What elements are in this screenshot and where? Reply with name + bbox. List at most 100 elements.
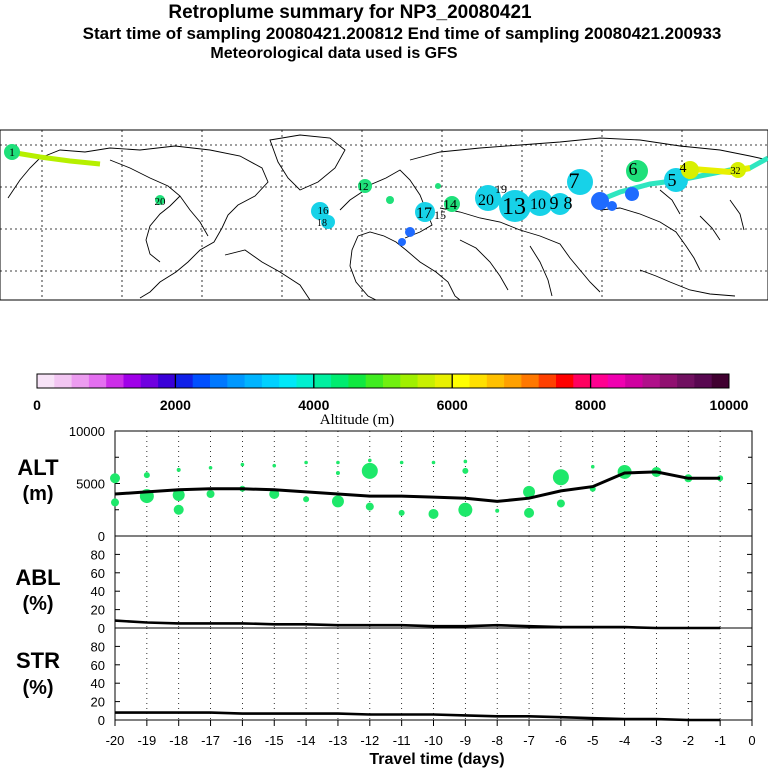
str-y-tick-label: 20 bbox=[91, 695, 105, 710]
colorbar-cell bbox=[331, 374, 349, 388]
plume-day-label: 20 bbox=[155, 196, 167, 208]
colorbar-cell bbox=[556, 374, 574, 388]
abl-y-tick-label: 0 bbox=[98, 621, 105, 636]
colorbar-cell bbox=[400, 374, 419, 388]
alt-y-tick-label: 10000 bbox=[69, 424, 105, 439]
colorbar-cell bbox=[296, 374, 315, 388]
plume-circle bbox=[527, 190, 553, 216]
str-panel: 80 60 40 20 0 bbox=[91, 627, 753, 728]
colorbar-cell bbox=[123, 374, 142, 388]
alt-scatter-point bbox=[463, 459, 468, 464]
colorbar-cell bbox=[365, 374, 384, 388]
x-tick-label: -11 bbox=[393, 733, 411, 748]
colorbar-cell bbox=[54, 374, 73, 388]
plume-circle bbox=[386, 196, 394, 204]
x-tick-label: -16 bbox=[233, 733, 252, 748]
plume-circle bbox=[398, 238, 406, 246]
alt-scatter-point bbox=[462, 467, 469, 474]
plume-circle bbox=[475, 185, 501, 211]
x-tick-label: -4 bbox=[619, 733, 631, 748]
alt-scatter-point bbox=[335, 471, 340, 475]
plume-circle bbox=[730, 162, 746, 178]
colorbar-cell bbox=[677, 374, 695, 388]
plume-circle bbox=[626, 160, 648, 182]
x-tick-label: -6 bbox=[555, 733, 567, 748]
colorbar-cell bbox=[88, 374, 107, 388]
colorbar-cell bbox=[37, 374, 55, 388]
coastlines bbox=[7, 134, 768, 301]
alt-scatter-point bbox=[398, 509, 405, 516]
alt-scatter-point bbox=[172, 489, 185, 502]
colorbar-cell bbox=[434, 374, 453, 388]
x-tick-label: -20 bbox=[106, 733, 125, 748]
x-tick-label: -8 bbox=[491, 733, 503, 748]
plume-circle bbox=[591, 192, 609, 210]
alt-scatter-point bbox=[304, 460, 308, 465]
plume-day-label: 9 bbox=[550, 193, 559, 213]
colorbar-dividers bbox=[174, 374, 592, 388]
x-tick-label: -15 bbox=[265, 733, 284, 748]
colorbar-cell bbox=[486, 374, 505, 388]
colorbar-tick-labels: 0 2000 4000 6000 8000 10000 bbox=[33, 397, 749, 413]
alt-scatter-point bbox=[458, 502, 473, 517]
plume-day-label: 7 bbox=[569, 168, 580, 193]
colorbar-cell bbox=[71, 374, 90, 388]
alt-scatter-point bbox=[336, 460, 340, 465]
abl-panel: 80 60 40 20 0 bbox=[91, 535, 753, 636]
alt-scatter-point bbox=[111, 498, 119, 507]
alt-scatter-point bbox=[272, 463, 277, 468]
plume-day-label: 8 bbox=[564, 193, 573, 213]
plume-circle bbox=[567, 169, 593, 195]
plume-circle bbox=[607, 201, 617, 211]
plume-circle bbox=[321, 215, 335, 229]
plume-circle bbox=[405, 227, 415, 237]
colorbar-tick: 2000 bbox=[160, 397, 191, 413]
colorbar-cell bbox=[106, 374, 124, 388]
plume-day-label: 3 bbox=[730, 165, 736, 177]
alt-scatter-point bbox=[428, 508, 439, 519]
colorbar-tick: 0 bbox=[33, 397, 41, 413]
plume-day-label: 13 bbox=[502, 194, 526, 220]
colorbar-tick: 6000 bbox=[437, 397, 468, 413]
plume-day-label: 16 bbox=[318, 205, 330, 217]
x-tick-label: -14 bbox=[297, 733, 316, 748]
x-tick-label: -9 bbox=[460, 733, 472, 748]
x-tick-label: -13 bbox=[329, 733, 348, 748]
alt-scatter-point bbox=[361, 462, 378, 479]
alt-scatter-point bbox=[399, 460, 404, 465]
x-tick-label: -18 bbox=[169, 733, 188, 748]
plume-day-label: 4 bbox=[680, 161, 687, 176]
alt-scatter-point bbox=[590, 464, 595, 469]
colorbar-cell bbox=[158, 374, 176, 388]
plume-day-label: 15 bbox=[434, 208, 446, 222]
plume-circle bbox=[444, 196, 460, 212]
abl-y-tick-label: 80 bbox=[91, 547, 105, 562]
x-tick-label: -12 bbox=[360, 733, 379, 748]
alt-panel: 10000 5000 0 bbox=[69, 424, 753, 544]
alt-scatter-point bbox=[206, 490, 215, 498]
colorbar-cell bbox=[504, 374, 522, 388]
met-data-note: Meteorological data used is GFS bbox=[210, 45, 458, 62]
x-tick-label: -5 bbox=[587, 733, 599, 748]
plume-track-west bbox=[9, 149, 101, 167]
colorbar-cell bbox=[210, 374, 228, 388]
chart-title: Retroplume summary for NP3_20080421 bbox=[168, 2, 532, 23]
plume-day-label: 5 bbox=[668, 170, 677, 190]
x-tick-label: -2 bbox=[683, 733, 695, 748]
alt-scatter-point bbox=[552, 469, 569, 486]
alt-scatter-point bbox=[269, 489, 280, 499]
sampling-times: Start time of sampling 20080421.200812 E… bbox=[82, 24, 722, 43]
x-axis: -20 -19 -18 -17 -16 -15 -14 -13 -12 -11 -10 -9 -8 -7-… bbox=[106, 720, 756, 748]
plume-day-label: 6 bbox=[629, 159, 638, 179]
x-tick-label: -7 bbox=[523, 733, 535, 748]
colorbar-cell bbox=[625, 374, 643, 388]
colorbar-cell bbox=[192, 374, 211, 388]
colorbar-label: Altitude (m) bbox=[320, 412, 395, 428]
colorbar-frame bbox=[36, 373, 730, 389]
map-frame bbox=[0, 129, 768, 301]
x-axis-label: Travel time (days) bbox=[369, 751, 504, 768]
alt-scatter-point bbox=[524, 507, 535, 518]
colorbar-cell bbox=[607, 374, 626, 388]
